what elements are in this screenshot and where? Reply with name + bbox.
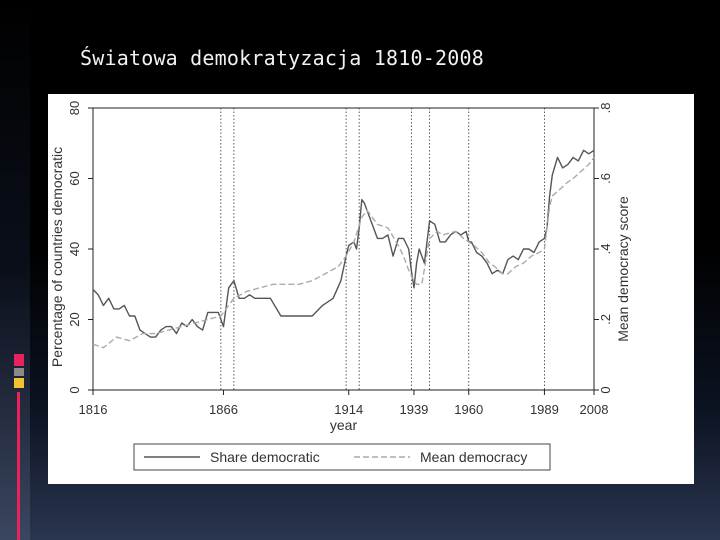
left-tick-label-80: 80	[67, 101, 82, 115]
left-accent-bar	[0, 0, 30, 540]
slide-title: Światowa demokratyzacja 1810-2008	[80, 46, 484, 70]
series-line-mean-democracy	[92, 156, 595, 349]
left-tick-label-0: 0	[67, 386, 82, 393]
deco-red-line	[17, 392, 20, 540]
right-tick-label-0: 0	[598, 386, 613, 393]
legend-label-mean-democracy: Mean democracy	[420, 449, 527, 465]
left-tick-label-20: 20	[67, 312, 82, 326]
right-tick-label-3: .6	[598, 173, 613, 184]
legend-box	[133, 443, 551, 471]
legend-label-share-democratic: Share democratic	[210, 449, 320, 465]
y-axis-label-right: Mean democracy score	[615, 196, 631, 342]
x-tick-label-2008: 2008	[580, 402, 609, 417]
x-tick-label-1960: 1960	[454, 402, 483, 417]
x-tick-label-1939: 1939	[399, 402, 428, 417]
y-axis-label-left: Percentage of countries democratic	[49, 147, 65, 367]
democratization-chart: 0 20 40 60 80 0 .2 .4 .6 .8 1816 1866 1914 1939 1960 19…	[49, 101, 631, 471]
x-tick-label-1866: 1866	[209, 402, 238, 417]
left-tick-label-40: 40	[67, 242, 82, 256]
deco-gray-bar	[14, 368, 24, 376]
x-tick-label-1816: 1816	[79, 402, 108, 417]
deco-red-bar	[14, 354, 24, 366]
x-tick-label-1989: 1989	[530, 402, 559, 417]
x-tick-label-1914: 1914	[334, 402, 363, 417]
left-tick-label-60: 60	[67, 171, 82, 185]
plot-frame	[92, 107, 595, 391]
series-line-share-democratic	[92, 149, 595, 338]
chart-panel: 0 20 40 60 80 0 .2 .4 .6 .8 1816 1866 1914 1939 1960 19…	[48, 94, 694, 484]
deco-yellow-bar	[14, 378, 24, 388]
right-tick-label-4: .8	[598, 103, 613, 114]
x-axis-label: year	[330, 417, 358, 433]
right-tick-label-1: .2	[598, 314, 613, 325]
right-tick-label-2: .4	[598, 244, 613, 255]
